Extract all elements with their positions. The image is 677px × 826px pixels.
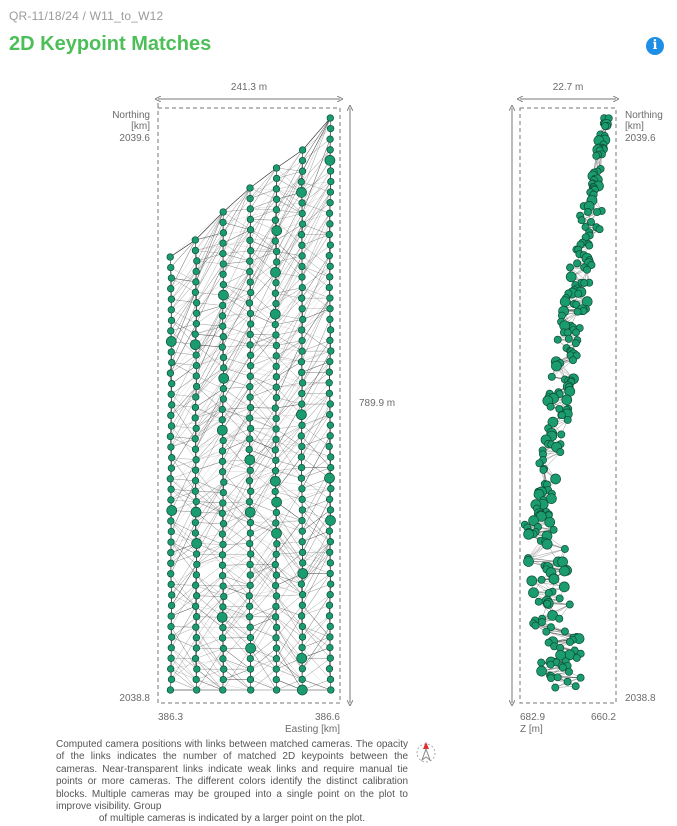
right-width-label: 22.7 m xyxy=(553,82,584,93)
right-camera-points xyxy=(521,115,612,692)
left-y-axis-label-1: Northing xyxy=(112,110,150,121)
left-x-min-tick: 386.3 xyxy=(158,712,183,723)
caption: Computed camera positions with links bet… xyxy=(56,739,408,826)
right-x-axis-label: Z [m] xyxy=(520,724,543,735)
right-x-min-tick: 682.9 xyxy=(520,712,545,723)
right-y-bottom-tick: 2038.8 xyxy=(625,693,656,704)
right-y-axis-label-2: [km] xyxy=(625,121,644,132)
left-y-axis-label-2: [km] xyxy=(131,121,150,132)
left-width-label: 241.3 m xyxy=(231,82,267,93)
plots-canvas: 241.3 m 789.9 m Northing [km] 2039.6 203… xyxy=(0,0,677,735)
left-plot: 241.3 m 789.9 m Northing [km] 2039.6 203… xyxy=(112,82,395,735)
right-y-top-tick: 2039.6 xyxy=(625,133,656,144)
right-y-axis-label-1: Northing xyxy=(625,110,663,121)
right-plot: 22.7 m Northing [km] 2039.6 2038.8 682.9… xyxy=(512,82,663,735)
left-x-max-tick: 386.6 xyxy=(315,712,340,723)
left-y-bottom-tick: 2038.8 xyxy=(119,693,150,704)
left-x-axis-label: Easting [km] xyxy=(285,724,340,735)
north-arrow-icon xyxy=(414,740,438,764)
left-height-label: 789.9 m xyxy=(359,398,395,409)
right-x-max-tick: 660.2 xyxy=(591,712,616,723)
caption-text: Computed camera positions with links bet… xyxy=(56,739,408,812)
left-y-top-tick: 2039.6 xyxy=(119,133,150,144)
